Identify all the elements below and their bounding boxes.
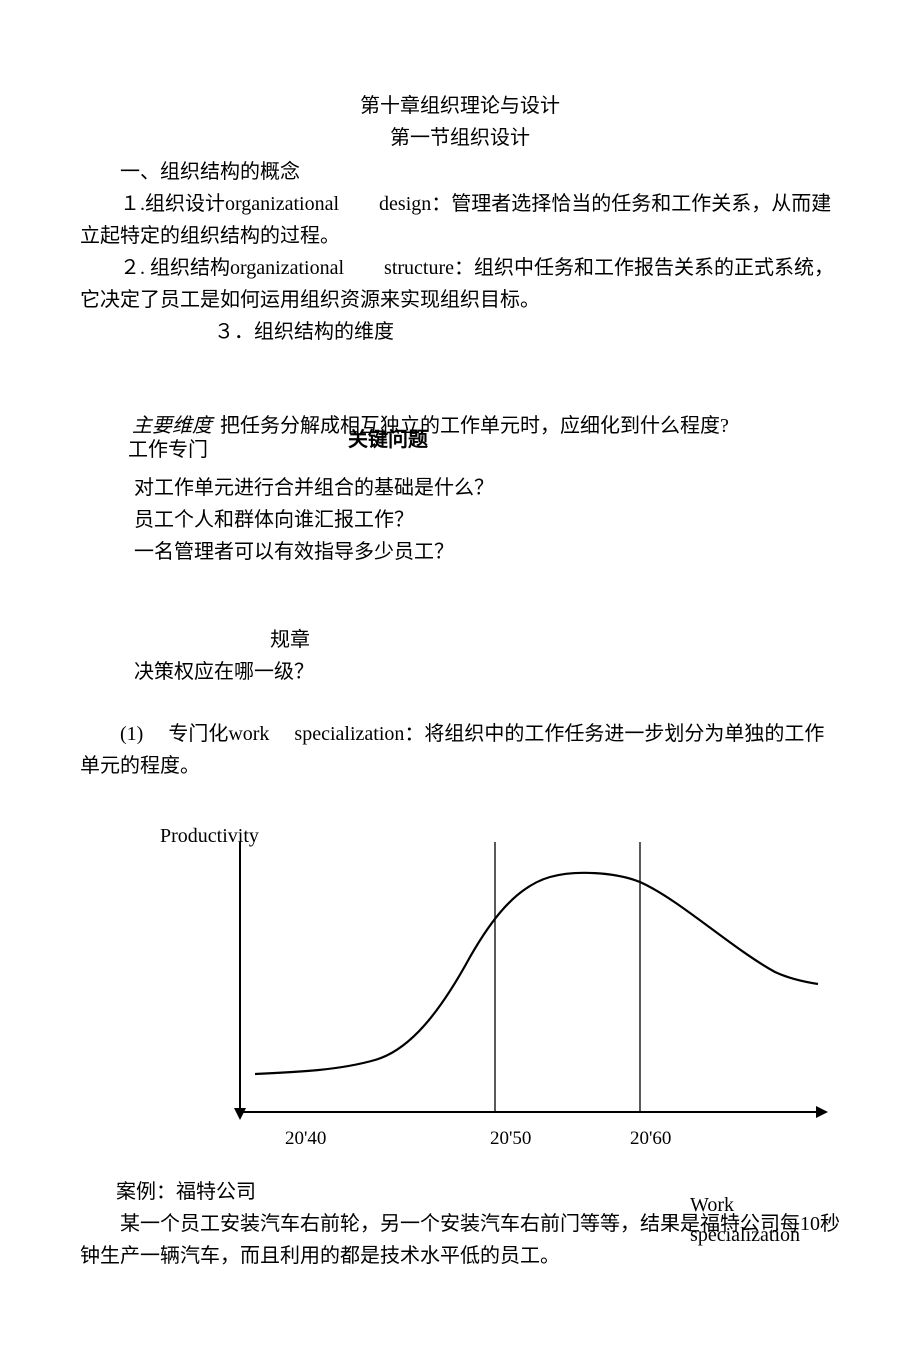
chapter-title: 第十章组织理论与设计	[80, 90, 840, 122]
x-tick-1: 20'40	[285, 1124, 326, 1154]
bottom-label-line2: specialization	[690, 1220, 800, 1250]
para-1: １.组织设计organizational design：管理者选择恰当的任务和工…	[80, 188, 840, 252]
y-axis-label: Productivity	[160, 820, 259, 852]
para-2: ２. 组织结构organizational structure：组织中任务和工作…	[80, 252, 840, 316]
productivity-chart: Productivity 20'40 20'50 20'60	[120, 812, 840, 1172]
bottom-label-line1: Work	[690, 1190, 800, 1220]
x-tick-2: 20'50	[490, 1124, 531, 1154]
x-tick-3: 20'60	[630, 1124, 671, 1154]
question-2: 对工作单元进行合并组合的基础是什么？	[134, 472, 840, 504]
question-5: 决策权应在哪一级？	[134, 656, 840, 688]
para-3: ３．组织结构的维度	[214, 316, 840, 348]
key-question-label: 关键问题	[348, 424, 428, 456]
rule-label: 规章	[270, 624, 840, 656]
para-4: (1) 专门化work specialization：将组织中的工作任务进一步划…	[80, 718, 840, 782]
question-3: 员工个人和群体向谁汇报工作？	[134, 504, 840, 536]
bottom-work-label: Work specialization	[690, 1190, 800, 1250]
dimension-table: 主要维度 工作专门 关键问题 把任务分解成相互独立的工作单元时，应细化到什么程度…	[80, 410, 840, 688]
dim-sub-label: 工作专门	[128, 434, 208, 466]
heading-1: 一、组织结构的概念	[80, 156, 840, 188]
section-title: 第一节组织设计	[80, 122, 840, 154]
question-1: 把任务分解成相互独立的工作单元时，应细化到什么程度?	[220, 410, 840, 442]
question-4: 一名管理者可以有效指导多少员工？	[134, 536, 840, 568]
chart-svg	[120, 812, 840, 1152]
